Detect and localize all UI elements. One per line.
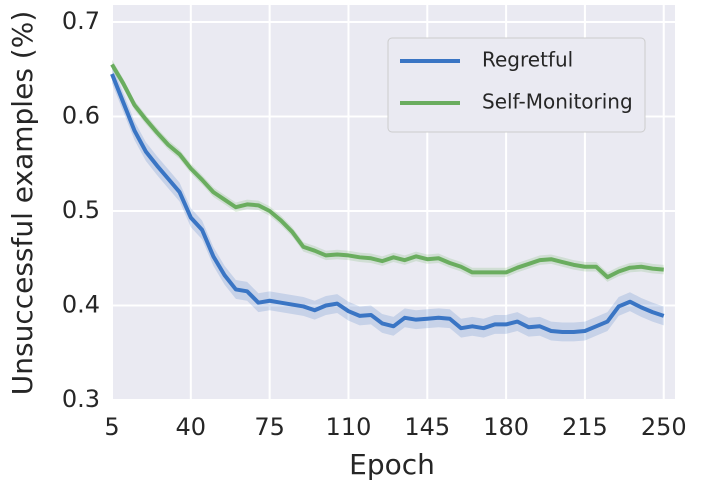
x-tick-label: 250: [641, 413, 687, 441]
error-band: [112, 64, 664, 342]
legend-label: Regretful: [482, 48, 573, 72]
x-tick-label: 180: [483, 413, 529, 441]
y-tick-label: 0.5: [62, 196, 100, 224]
line: [110, 63, 664, 280]
x-tick-label: 75: [254, 413, 285, 441]
x-tick-label: 40: [176, 413, 207, 441]
line: [110, 73, 665, 334]
x-tick-label: 5: [104, 413, 119, 441]
x-tick-label: 145: [404, 413, 450, 441]
legend: Regretful Self-Monitoring: [387, 37, 646, 133]
x-tick-label: 215: [562, 413, 608, 441]
x-axis-label: Epoch: [349, 448, 435, 481]
y-tick-label: 0.6: [62, 102, 100, 130]
x-tick-label: 110: [326, 413, 372, 441]
legend-label: Self-Monitoring: [482, 90, 633, 114]
y-tick-label: 0.7: [62, 7, 100, 35]
y-tick-label: 0.4: [62, 291, 100, 319]
y-axis-label: Unsuccessful examples (%): [6, 11, 39, 396]
y-tick-label: 0.3: [62, 385, 100, 413]
